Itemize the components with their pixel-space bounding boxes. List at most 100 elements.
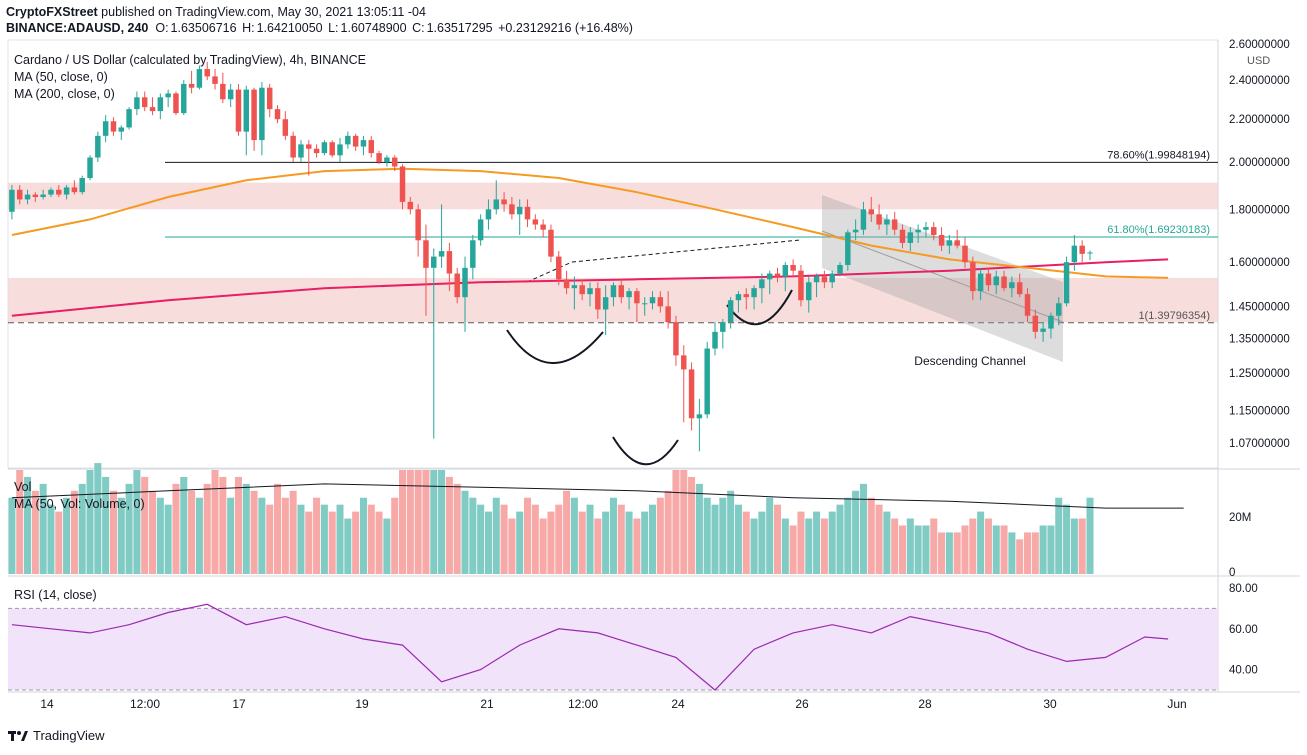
candle-body [727,300,734,323]
candle-body [1063,262,1070,304]
candle-body [774,273,781,277]
candle-body [634,291,640,304]
fib-786-label: 78.60%(1.99848194) [1107,149,1210,161]
candle-body [579,285,585,295]
candle-body [970,262,976,292]
volume-bar [102,476,110,574]
candle-body [149,107,156,112]
volume-bar [328,511,336,574]
volume-bar [945,532,953,574]
volume-bar [203,483,211,574]
volume-bar [867,497,875,574]
candle-body [477,219,484,241]
candle-body [806,282,812,301]
candle-body [681,355,687,370]
candle-body [188,83,195,88]
ohlc-l-label: L: [328,21,339,35]
rsi-band [8,608,1218,690]
candle-body [915,229,921,233]
candle-body [735,294,742,301]
candle-body [985,273,992,286]
ohlc-c-label: C: [412,21,425,35]
candle-body [501,199,507,205]
volume-bar [969,518,977,574]
candle-body [87,157,93,178]
candle-body [165,93,171,98]
volume-bar [86,470,94,574]
volume-bar [383,518,391,574]
volume-bar [8,497,16,574]
volume-bar [984,518,992,574]
volume-bar [820,518,828,574]
volume-bar [570,497,578,574]
volume-bar [477,504,485,574]
candle-body [1056,303,1062,316]
volume-bar [719,497,727,574]
candle-body [368,140,375,154]
volume-bar [375,511,383,574]
candle-body [423,240,429,268]
candle-body [821,276,828,283]
volume-bar [125,483,133,574]
volume-bar [313,497,321,574]
volume-bar [664,490,672,574]
candle-body [196,69,203,88]
volume-bar [813,511,821,574]
volume-bar [1023,532,1032,574]
volume-bar [1000,525,1008,574]
candle-body [618,285,624,298]
candle-body [16,189,23,200]
candle-body [243,89,250,132]
candle-body [743,294,749,298]
rsi-line [11,603,1169,691]
volume-bar [414,470,422,574]
chart-header: CryptoFXStreet published on TradingView.… [6,4,635,36]
volume-bar [31,490,39,574]
volume-bar [47,504,55,574]
ohlc-o-label: O: [155,21,169,35]
time-tick-label: 24 [671,697,685,711]
volume-bar [758,511,766,574]
candle-body [345,135,351,145]
volume-bar [602,511,610,574]
volume-bar [828,511,836,574]
candle-body [141,97,148,108]
volume-bar [883,511,891,574]
tradingview-logo-icon [8,729,28,743]
time-tick-label: 21 [480,697,494,711]
candle-body [329,142,335,156]
volume-bar [469,497,477,574]
volume-bar [906,518,914,574]
candle-body [118,127,125,132]
candle-body [845,232,851,265]
volume-bar [438,470,446,574]
volume-bar [703,497,711,574]
publisher-name[interactable]: CryptoFXStreet [6,5,98,19]
candle-body [384,157,390,162]
legend-ma200[interactable]: MA (200, close, 0) [14,87,115,101]
candle-body [665,306,671,323]
candle-body [95,135,101,158]
legend-vol[interactable]: Vol [14,480,32,494]
ohlc-close: 1.63517295 [426,21,493,35]
volume-bar [844,497,852,574]
volume-bar [359,497,367,574]
volume-bar [117,497,125,574]
volume-bar [539,518,547,574]
legend-vol-ma[interactable]: MA (50, Vol: Volume, 0) [14,497,145,511]
candle-body [548,229,554,257]
candle-body [102,121,109,136]
symbol-label: BINANCE:ADAUSD, 240 [6,21,149,35]
candle-body [798,270,804,301]
legend-ma50[interactable]: MA (50, close, 0) [14,70,108,84]
candle-body [321,142,328,154]
volume-bar [500,504,508,574]
right-shoulder-arc [726,289,793,326]
legend-rsi[interactable]: RSI (14, close) [14,588,97,602]
volume-bar [1086,497,1094,574]
price-tick-label: 2.60000000 [1229,39,1290,51]
candle-body [884,219,890,225]
volume-bar [406,470,414,574]
footer-brand[interactable]: TradingView [33,728,105,743]
